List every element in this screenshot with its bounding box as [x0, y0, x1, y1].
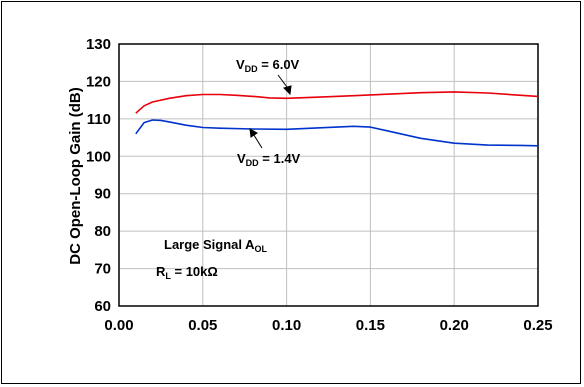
y-tick-label: 130 [86, 36, 111, 53]
x-tick-label: 0.10 [272, 317, 301, 334]
x-tick-label: 0.25 [523, 317, 552, 334]
y-tick-label: 60 [94, 298, 111, 315]
y-tick-label: 80 [94, 223, 111, 240]
x-tick-label: 0.20 [440, 317, 469, 334]
x-tick-label: 0.05 [188, 317, 217, 334]
x-tick-label: 0.00 [104, 317, 133, 334]
plot-area [118, 43, 539, 307]
y-tick-label: 120 [86, 73, 111, 90]
annotation-large-signal: Large Signal AOL [164, 237, 268, 254]
series-line-1 [135, 119, 539, 147]
grid [119, 44, 538, 306]
y-axis-ticks: 60 70 80 90 100 110 120 130 [86, 36, 111, 315]
series-lines [135, 91, 539, 147]
y-axis-label: DC Open-Loop Gain (dB) [67, 87, 84, 264]
arrow-head-vdd-1-4v [249, 128, 258, 138]
y-tick-label: 70 [94, 261, 111, 278]
series-label-vdd-1-4v: VDD = 1.4V [237, 151, 301, 168]
annotation-arrows [249, 74, 292, 149]
series-line-0 [135, 91, 539, 114]
y-tick-label: 110 [87, 111, 111, 128]
x-axis-ticks: 0.00 0.05 0.10 0.15 0.20 0.25 [104, 317, 552, 334]
y-tick-label: 90 [94, 186, 111, 203]
x-tick-label: 0.15 [356, 317, 385, 334]
annotation-load-resistance: RL = 10kΩ [156, 264, 218, 281]
arrow-head-vdd-6v [283, 85, 292, 96]
y-tick-label: 100 [86, 148, 111, 165]
series-label-vdd-6v: VDD = 6.0V [236, 57, 300, 74]
